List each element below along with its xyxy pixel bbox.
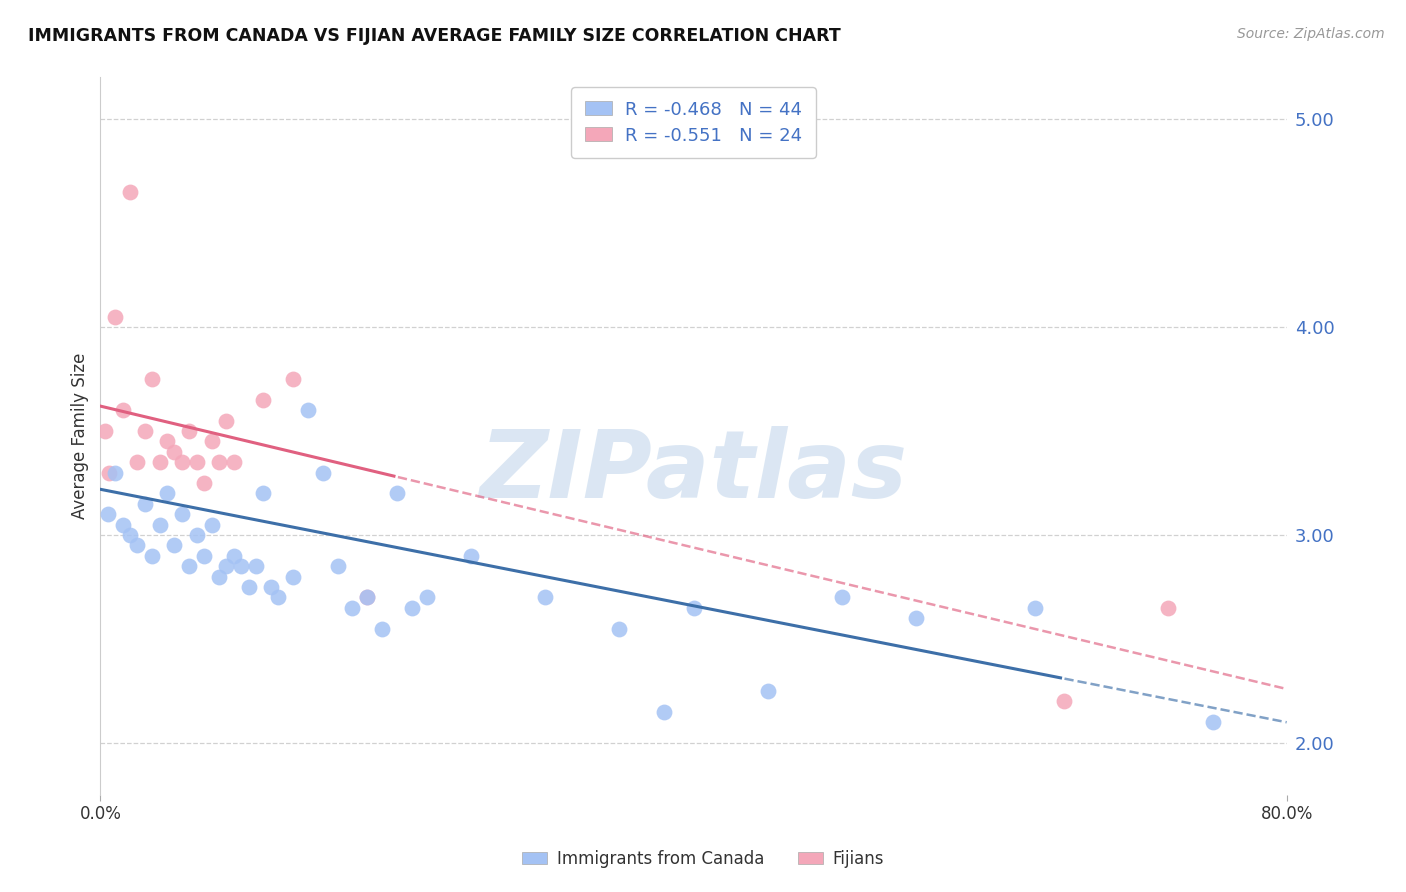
Point [118, 185, 141, 199]
Point [149, 517, 172, 532]
Point [186, 455, 208, 469]
Point [163, 538, 186, 552]
Y-axis label: Average Family Size: Average Family Size [72, 353, 89, 519]
Point [149, 455, 172, 469]
Point [1024, 600, 1046, 615]
Point [756, 684, 779, 698]
Point [215, 559, 238, 574]
Point [904, 611, 927, 625]
Point [415, 591, 437, 605]
Point [179, 424, 201, 438]
Point [104, 310, 127, 324]
Point [460, 549, 482, 563]
Point [238, 580, 260, 594]
Point [179, 559, 201, 574]
Point [356, 591, 378, 605]
Legend: Immigrants from Canada, Fijians: Immigrants from Canada, Fijians [515, 844, 891, 875]
Point [134, 497, 156, 511]
Point [1053, 694, 1076, 708]
Point [208, 455, 231, 469]
Point [682, 600, 704, 615]
Point [252, 392, 274, 407]
Point [118, 528, 141, 542]
Point [342, 600, 364, 615]
Point [104, 466, 127, 480]
Point [170, 455, 193, 469]
Point [111, 517, 134, 532]
Point [245, 559, 267, 574]
Point [1157, 600, 1180, 615]
Point [163, 445, 186, 459]
Point [111, 403, 134, 417]
Point [1201, 715, 1223, 730]
Point [281, 372, 304, 386]
Point [193, 476, 215, 491]
Point [156, 486, 179, 500]
Point [170, 508, 193, 522]
Point [208, 569, 231, 583]
Point [267, 591, 290, 605]
Point [252, 486, 274, 500]
Point [231, 559, 253, 574]
Point [297, 403, 319, 417]
Point [652, 705, 675, 719]
Point [193, 549, 215, 563]
Point [141, 549, 163, 563]
Legend: R = -0.468   N = 44, R = -0.551   N = 24: R = -0.468 N = 44, R = -0.551 N = 24 [571, 87, 815, 158]
Point [97, 508, 120, 522]
Point [222, 455, 245, 469]
Point [326, 559, 349, 574]
Point [127, 538, 149, 552]
Point [215, 414, 238, 428]
Point [141, 372, 163, 386]
Point [312, 466, 335, 480]
Point [281, 569, 304, 583]
Point [134, 424, 156, 438]
Point [356, 591, 378, 605]
Point [200, 517, 222, 532]
Text: ZIPatlas: ZIPatlas [479, 426, 908, 518]
Point [127, 455, 149, 469]
Point [260, 580, 283, 594]
Point [831, 591, 853, 605]
Point [534, 591, 557, 605]
Point [609, 622, 631, 636]
Text: IMMIGRANTS FROM CANADA VS FIJIAN AVERAGE FAMILY SIZE CORRELATION CHART: IMMIGRANTS FROM CANADA VS FIJIAN AVERAGE… [28, 27, 841, 45]
Point [186, 528, 208, 542]
Text: Source: ZipAtlas.com: Source: ZipAtlas.com [1237, 27, 1385, 41]
Point [98, 466, 121, 480]
Point [385, 486, 408, 500]
Point [222, 549, 245, 563]
Point [200, 434, 222, 449]
Point [156, 434, 179, 449]
Point [401, 600, 423, 615]
Point [371, 622, 394, 636]
Point [94, 424, 117, 438]
